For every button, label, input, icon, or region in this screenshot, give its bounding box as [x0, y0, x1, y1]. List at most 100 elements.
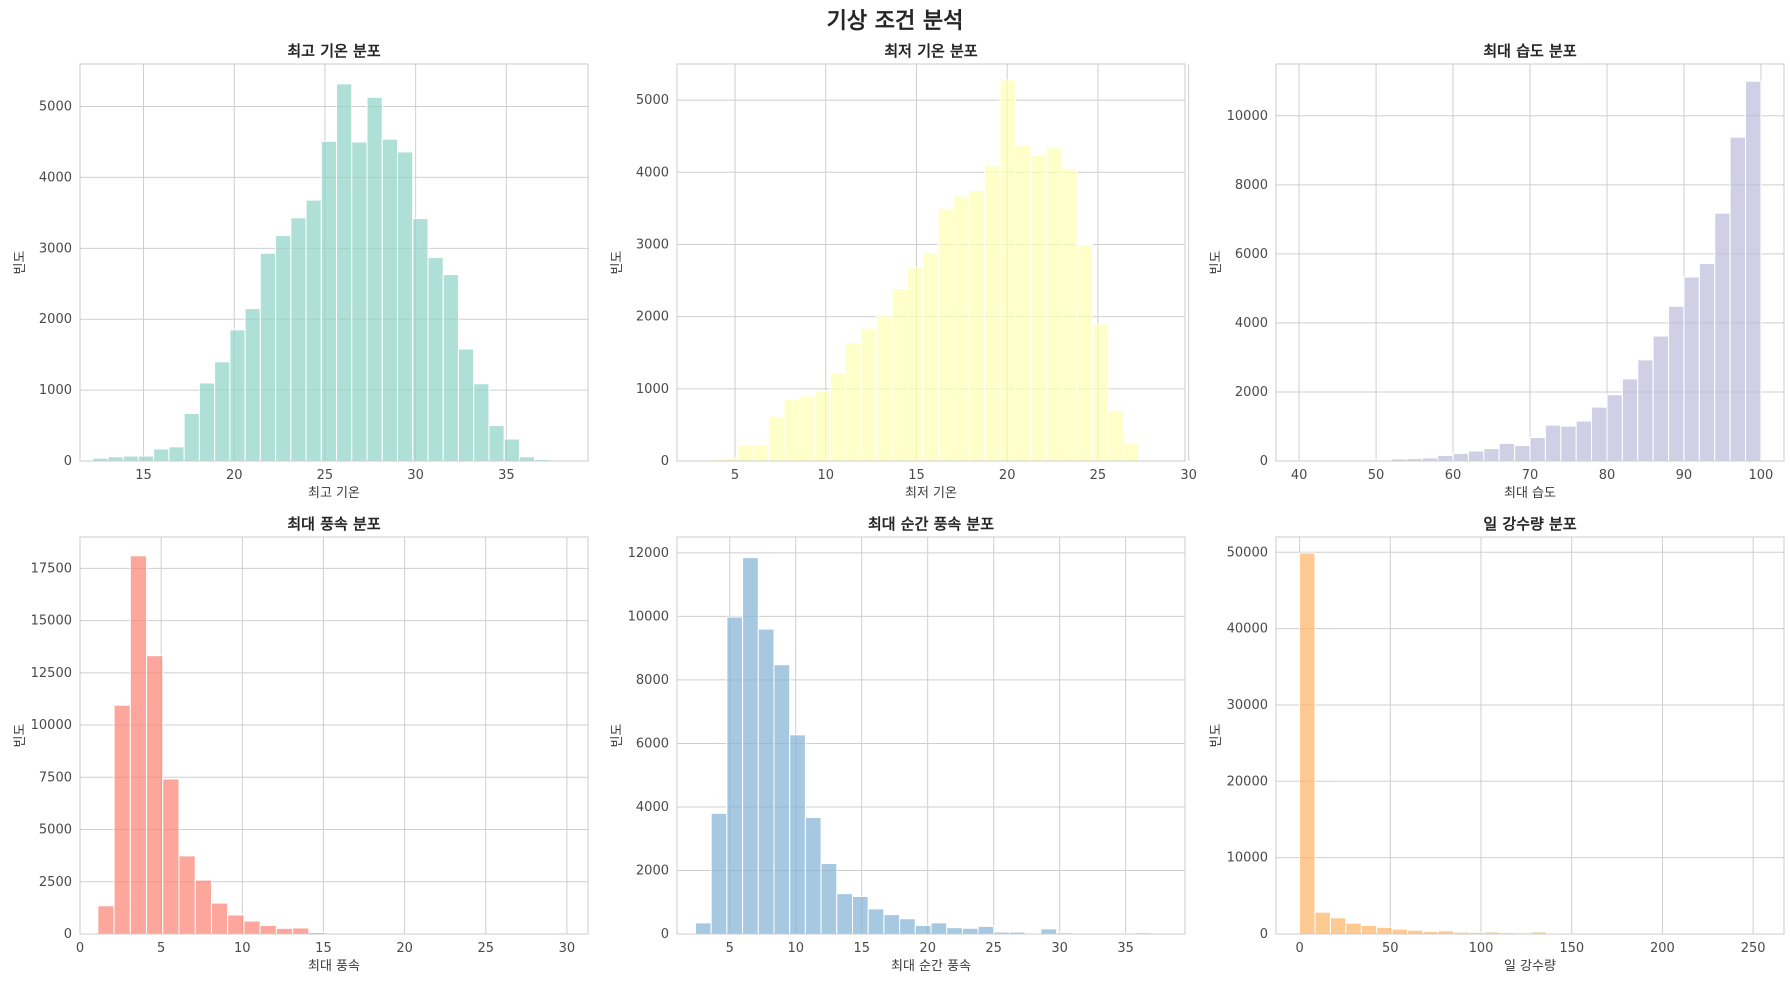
- y-tick-label: 10000: [1227, 109, 1268, 124]
- y-tick-label: 10000: [628, 609, 669, 624]
- histogram-bar: [214, 361, 231, 462]
- y-tick-label: 40000: [1227, 622, 1268, 637]
- x-tick-label: 250: [1741, 941, 1766, 956]
- histogram-bar: [229, 329, 246, 462]
- x-tick-label: 5: [731, 468, 739, 483]
- y-axis-label: 빈도: [13, 251, 28, 275]
- x-tick-label: 25: [477, 941, 494, 956]
- x-tick-label: 15: [315, 941, 332, 956]
- histogram-bar: [210, 902, 229, 935]
- y-axis-label: 빈도: [1209, 251, 1224, 275]
- plot-frame: [1275, 63, 1785, 462]
- histogram-bar: [227, 914, 245, 935]
- y-tick-label: 8000: [636, 673, 669, 688]
- histogram-bar: [1668, 305, 1685, 462]
- plot-frame: [676, 63, 1186, 462]
- x-tick-label: 30: [407, 468, 424, 483]
- x-axis-label: 최대 습도: [1504, 486, 1556, 501]
- histogram-bar: [1407, 929, 1424, 935]
- x-tick-label: 90: [1676, 468, 1693, 483]
- histogram-bar: [1391, 928, 1409, 935]
- histogram-bar: [1683, 276, 1700, 462]
- x-tick-label: 50: [1368, 468, 1385, 483]
- x-tick-label: 50: [1382, 941, 1399, 956]
- y-tick-label: 17500: [31, 561, 72, 576]
- x-tick-label: 70: [1522, 468, 1539, 483]
- histogram-bar: [146, 655, 164, 935]
- histogram-bar: [946, 927, 963, 935]
- subplot-daily-rain: 0 50 100 150 200 250 0 10000 20000 30000 40000 5000…: [1209, 515, 1785, 974]
- histogram-bar: [457, 348, 475, 462]
- y-tick-label: 6000: [636, 736, 669, 751]
- histogram-bar: [867, 908, 885, 935]
- histogram-bar: [198, 382, 216, 462]
- figure-title: 기상 조건 분석: [827, 9, 964, 34]
- histogram-bar: [757, 628, 775, 935]
- subplot-title: 최대 순간 풍속 분포: [868, 515, 994, 533]
- histogram-bar: [937, 207, 955, 462]
- y-tick-label: 1000: [636, 382, 669, 397]
- subplot-title: 최저 기온 분포: [884, 42, 977, 60]
- histogram-bar: [773, 664, 791, 935]
- x-tick-label: 25: [317, 468, 334, 483]
- histogram-bar: [1329, 917, 1347, 935]
- histogram-bar: [1122, 442, 1140, 462]
- histogram-bar: [845, 342, 862, 462]
- subplot-title: 최대 풍속 분포: [287, 515, 380, 533]
- y-tick-label: 2000: [636, 863, 669, 878]
- histogram-bar: [899, 918, 916, 935]
- y-tick-label: 4000: [636, 165, 669, 180]
- subplot-max-gust: 5 10 15 20 25 30 35 0 2000 4000 6000 8000 10000 12000…: [610, 515, 1186, 974]
- x-axis-label: 일 강수량: [1504, 959, 1556, 974]
- histogram-bar: [518, 456, 536, 462]
- histogram-bar: [789, 734, 806, 935]
- histogram-bar: [710, 812, 728, 935]
- histogram-bar: [914, 924, 932, 935]
- histogram-bar: [922, 251, 939, 462]
- y-axis-label: 빈도: [1209, 724, 1224, 748]
- histogram-bar: [153, 448, 170, 462]
- x-tick-label: 10: [817, 468, 834, 483]
- histogram-bar: [244, 308, 261, 462]
- subplot-max-temp: 15 20 25 30 35 0 1000 2000 3000 4000 5000 최고 기온 분포최…: [13, 42, 589, 501]
- x-axis-label: 최대 순간 풍속: [891, 959, 971, 974]
- y-tick-label: 5000: [39, 823, 72, 838]
- histogram-bar: [876, 315, 893, 462]
- histogram-bar: [1745, 80, 1762, 462]
- y-tick-label: 30000: [1227, 698, 1268, 713]
- histogram-bar: [427, 257, 444, 462]
- histogram-bar: [243, 920, 261, 935]
- histogram-bar: [275, 235, 292, 462]
- y-tick-label: 3000: [636, 237, 669, 252]
- histogram-bar: [1107, 409, 1124, 462]
- histogram-bar: [1544, 424, 1562, 462]
- y-tick-label: 8000: [1235, 178, 1268, 193]
- histogram-bar: [1560, 425, 1577, 462]
- histogram-bar: [1076, 243, 1093, 462]
- x-tick-label: 30: [1051, 941, 1068, 956]
- y-tick-label: 2000: [1235, 385, 1268, 400]
- histogram-bar: [305, 199, 322, 462]
- x-tick-label: 15: [853, 941, 870, 956]
- subplot-max-humidity: 40 50 60 70 80 90 100 0 2000 4000 6000 8000 10000 최대 …: [1209, 42, 1785, 501]
- y-tick-label: 2000: [636, 310, 669, 325]
- y-tick-label: 4000: [1235, 316, 1268, 331]
- x-tick-label: 60: [1445, 468, 1462, 483]
- y-tick-label: 0: [64, 927, 72, 942]
- histogram-bar: [275, 927, 294, 935]
- histogram-bar: [1606, 394, 1623, 462]
- histogram-bar: [829, 372, 847, 462]
- y-tick-label: 20000: [1227, 774, 1268, 789]
- histogram-bar: [752, 443, 770, 462]
- histogram-bar: [860, 327, 878, 462]
- histogram-bar: [442, 274, 459, 462]
- x-axis-label: 최저 기온: [905, 486, 957, 501]
- y-tick-label: 0: [661, 454, 669, 469]
- y-tick-label: 2000: [39, 312, 72, 327]
- x-tick-label: 100: [1748, 468, 1773, 483]
- histogram-bar: [953, 195, 970, 462]
- histogram-bar: [726, 616, 744, 935]
- histogram-bar: [107, 456, 124, 462]
- histogram-bar: [1729, 136, 1747, 462]
- x-tick-label: 15: [135, 468, 152, 483]
